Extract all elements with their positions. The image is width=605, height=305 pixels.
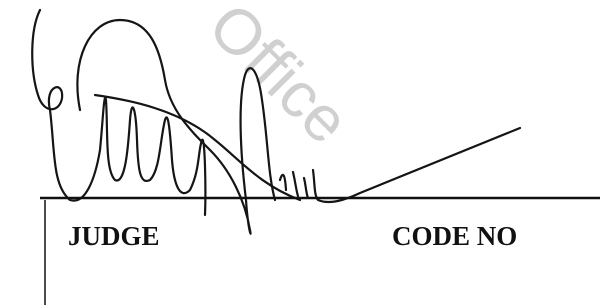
document: Office JUDGE CODE NO [0, 0, 605, 305]
judge-label: JUDGE [68, 221, 160, 251]
code-no-label: CODE NO [392, 221, 517, 251]
